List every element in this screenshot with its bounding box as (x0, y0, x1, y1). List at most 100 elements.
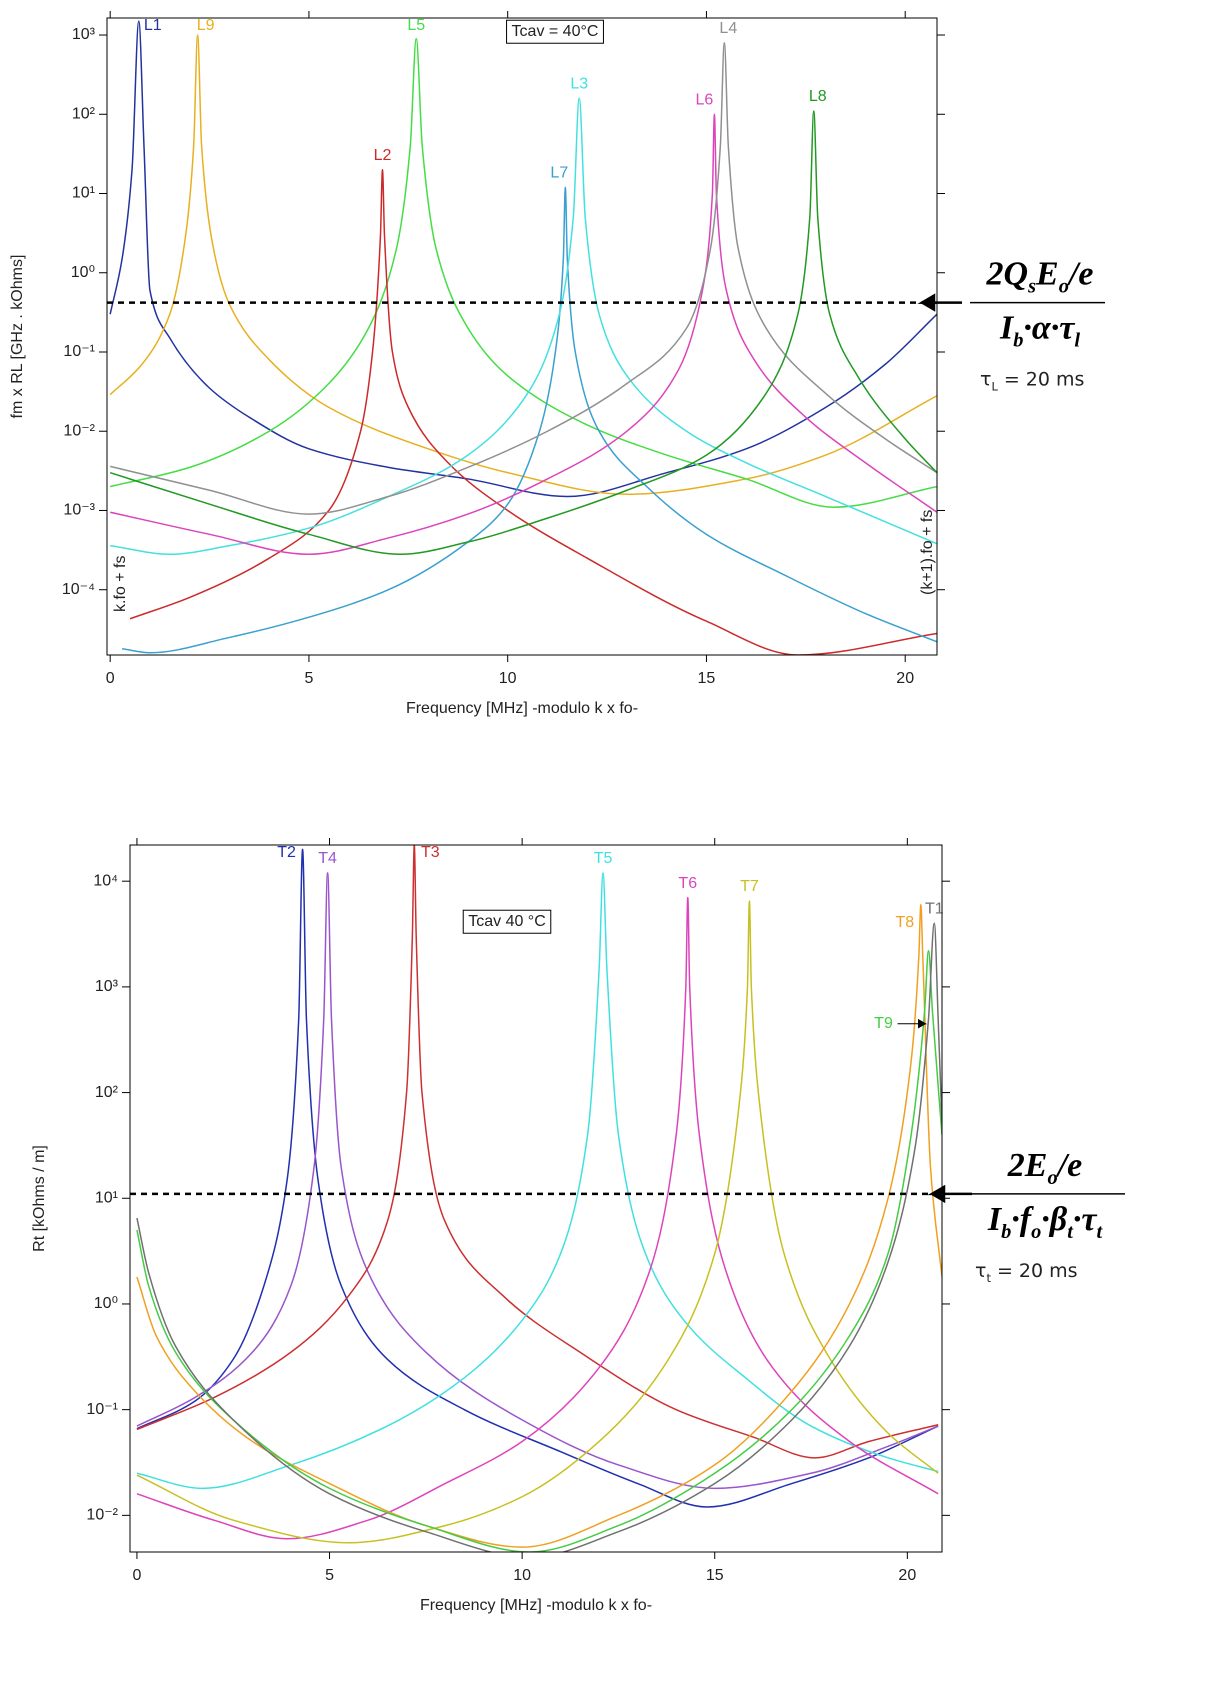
formula-part: 2Q (986, 255, 1029, 292)
formula-part: I (999, 309, 1015, 346)
x-tick-label: 10 (513, 1567, 531, 1584)
series-line (109, 110, 937, 556)
series-label: T8 (895, 914, 914, 931)
y-tick-label: 10¹ (72, 185, 95, 202)
formula-part: o (1059, 275, 1069, 297)
series-line (136, 845, 939, 1459)
formula-part: ·τ (1073, 1201, 1098, 1238)
annotation: k.fo + fs (112, 556, 129, 612)
formula-part: o (1047, 1167, 1057, 1189)
plot (109, 20, 937, 655)
x-axis-label: Frequency [MHz] -modulo k x fo- (406, 700, 638, 717)
series-line (110, 37, 937, 508)
formula-part: τ (980, 368, 991, 390)
plot (136, 845, 942, 1552)
formula: Ib·α·τl (999, 309, 1080, 351)
x-tick-label: 0 (106, 670, 115, 687)
plot-frame (106, 17, 938, 656)
y-tick-label: 10⁻⁴ (62, 581, 95, 598)
series-label: L9 (197, 17, 215, 34)
series-line (136, 949, 942, 1552)
formula-part: E (1035, 255, 1059, 292)
series-label: L1 (144, 17, 162, 34)
series-label: L8 (809, 88, 827, 105)
chart: 0 5 10 15 20 10⁴ 10³ 10² 10¹ 10⁰ 10⁻¹ 10⁻² Frequency… (31, 838, 1125, 1614)
formula-part: b (1013, 329, 1023, 351)
series-label: L7 (550, 164, 568, 181)
series-label: L2 (374, 147, 392, 164)
series-label: T3 (421, 844, 440, 861)
series-line (136, 872, 939, 1490)
x-tick-label: 5 (325, 1567, 334, 1584)
annotation: Tcav 40 °C (468, 913, 546, 930)
y-tick-label: 10⁴ (93, 872, 118, 889)
formula-part: = 20 ms (991, 1259, 1078, 1281)
x-tick-label: 15 (698, 670, 716, 687)
formula-part: s (1027, 275, 1036, 297)
formula-part: t (1067, 1221, 1074, 1243)
annotation-box (506, 19, 604, 44)
series-label: L5 (407, 17, 425, 34)
formula: Ib·fo·βt·τt (987, 1201, 1104, 1243)
x-tick-label: 15 (706, 1567, 724, 1584)
series-line (110, 97, 937, 556)
series-label: T6 (678, 875, 697, 892)
y-tick-label: 10² (95, 1084, 119, 1101)
label-arrow (897, 1018, 928, 1029)
series-line (121, 186, 937, 654)
x-tick-label: 20 (898, 1567, 916, 1584)
series-line (136, 903, 942, 1548)
formula-part: I (987, 1201, 1003, 1238)
series-line (109, 34, 937, 496)
y-tick-label: 10⁻¹ (86, 1401, 118, 1418)
series-line (136, 848, 939, 1508)
y-axis-label: Rt [kOhms / m] (31, 1145, 48, 1252)
x-tick-label: 20 (896, 670, 914, 687)
formula: τL = 20 ms (980, 368, 1084, 393)
formula: τt = 20 ms (975, 1259, 1078, 1284)
formula-part: = 20 ms (998, 368, 1085, 390)
annotation-box (462, 909, 552, 934)
series-label: T2 (277, 844, 296, 861)
series-label: L4 (719, 20, 737, 37)
annotation: (k+1).fo + fs (919, 510, 936, 595)
y-tick-label: 10² (72, 105, 96, 122)
annotation: Tcav = 40°C (512, 23, 599, 40)
x-tick-label: 5 (304, 670, 313, 687)
formula: 2QsEo/e (986, 255, 1094, 297)
formula-part: /e (1066, 255, 1094, 292)
formula-part: 2E (1007, 1147, 1048, 1184)
y-axis-label: fm x RL [GHz . kOhms] (9, 255, 26, 419)
y-tick-label: 10⁻¹ (63, 343, 95, 360)
y-tick-label: 10³ (95, 978, 119, 995)
formula: 2Eo/e (1007, 1147, 1082, 1189)
x-tick-label: 10 (499, 670, 517, 687)
formula-part: L (991, 379, 998, 393)
series-line (136, 872, 939, 1490)
series-label: L3 (570, 75, 588, 92)
formula-part: o (1031, 1221, 1041, 1243)
series-line (110, 41, 937, 515)
threshold-arrow (927, 1184, 972, 1204)
x-tick-label: 0 (132, 1567, 141, 1584)
threshold-arrow (917, 293, 962, 312)
formula-part: τ (975, 1259, 986, 1281)
series-label: T1 (925, 900, 944, 917)
chart: 0 5 10 15 20 10³ 10² 10¹ 10⁰ 10⁻¹ 10⁻² 10⁻³ 10⁻⁴ Freq… (9, 11, 1105, 717)
series-line (109, 20, 937, 498)
y-tick-label: 10⁰ (71, 264, 95, 281)
series-line (136, 922, 942, 1552)
plot-frame (129, 844, 943, 1553)
y-tick-label: 10⁻³ (63, 502, 95, 519)
formula-part: ·f (1011, 1201, 1035, 1238)
y-tick-label: 10⁻² (63, 422, 95, 439)
x-axis-label: Frequency [MHz] -modulo k x fo- (420, 1597, 652, 1614)
formula-part: b (1001, 1221, 1011, 1243)
formula-part: /e (1055, 1147, 1083, 1184)
y-tick-label: 10⁻² (86, 1507, 118, 1524)
formula-part: ·β (1041, 1201, 1068, 1238)
series-label: T9 (874, 1015, 893, 1032)
series-label: T4 (318, 850, 337, 867)
y-tick-label: 10⁰ (94, 1295, 118, 1312)
